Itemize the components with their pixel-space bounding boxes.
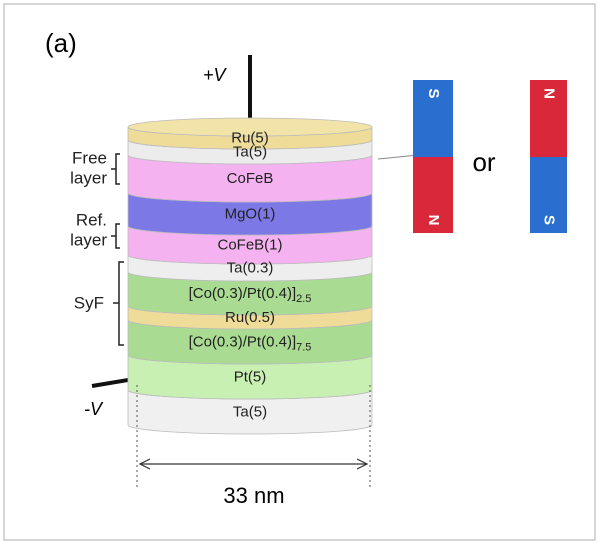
group-label: Ref. bbox=[76, 210, 107, 229]
layer-label-text: CoFeB bbox=[227, 170, 274, 187]
layer-label: Ta(0.3) bbox=[227, 259, 274, 276]
layer-label: Ta(5) bbox=[233, 143, 267, 160]
layer-label: MgO(1) bbox=[225, 205, 276, 222]
panel-label: (a) bbox=[45, 28, 77, 58]
layer-label-text: MgO(1) bbox=[225, 205, 276, 222]
magnet-pole-label: S bbox=[425, 88, 442, 98]
layer-label-text: [Co(0.3)/Pt(0.4)] bbox=[189, 333, 297, 350]
group-label: Free bbox=[72, 148, 107, 167]
layer-label: Ru(0.5) bbox=[225, 309, 275, 326]
layer-label-subscript: 2.5 bbox=[296, 293, 311, 305]
or-label: or bbox=[472, 147, 495, 177]
bottom-electrode-label: -V bbox=[84, 399, 104, 419]
magnet-pole-label: N bbox=[541, 88, 558, 99]
magnet-pole-label: N bbox=[425, 215, 442, 226]
layer-label: Pt(5) bbox=[234, 368, 267, 385]
magnet-pole-label: S bbox=[541, 215, 558, 225]
layer-label: CoFeB(1) bbox=[217, 236, 282, 253]
layer-label-text: CoFeB(1) bbox=[217, 236, 282, 253]
width-label: 33 nm bbox=[223, 483, 284, 508]
layer-label-text: Ru(0.5) bbox=[225, 309, 275, 326]
group-label: layer bbox=[70, 230, 107, 249]
layer-label-text: [Co(0.3)/Pt(0.4)] bbox=[189, 285, 297, 302]
figure: (a) +V -V Ru(5)Ta(5)CoFeBMgO(1)CoFeB(1)T… bbox=[0, 0, 600, 545]
layer-label: [Co(0.3)/Pt(0.4)]7.5 bbox=[189, 333, 312, 353]
group-label: SyF bbox=[74, 293, 104, 312]
layer-label: CoFeB bbox=[227, 170, 274, 187]
top-electrode-label: +V bbox=[203, 65, 228, 85]
layer-label-text: Ta(5) bbox=[233, 143, 267, 160]
layer-stack: Ru(5)Ta(5)CoFeBMgO(1)CoFeB(1)Ta(0.3)[Co(… bbox=[128, 118, 372, 434]
layer-label-text: Ta(0.3) bbox=[227, 259, 274, 276]
layer-label-text: Pt(5) bbox=[234, 368, 267, 385]
layer-label-subscript: 7.5 bbox=[296, 341, 311, 353]
layer-label-text: Ta(5) bbox=[233, 403, 267, 420]
layer-label: Ta(5) bbox=[233, 403, 267, 420]
group-label: layer bbox=[70, 168, 107, 187]
layer-label: [Co(0.3)/Pt(0.4)]2.5 bbox=[189, 285, 312, 305]
